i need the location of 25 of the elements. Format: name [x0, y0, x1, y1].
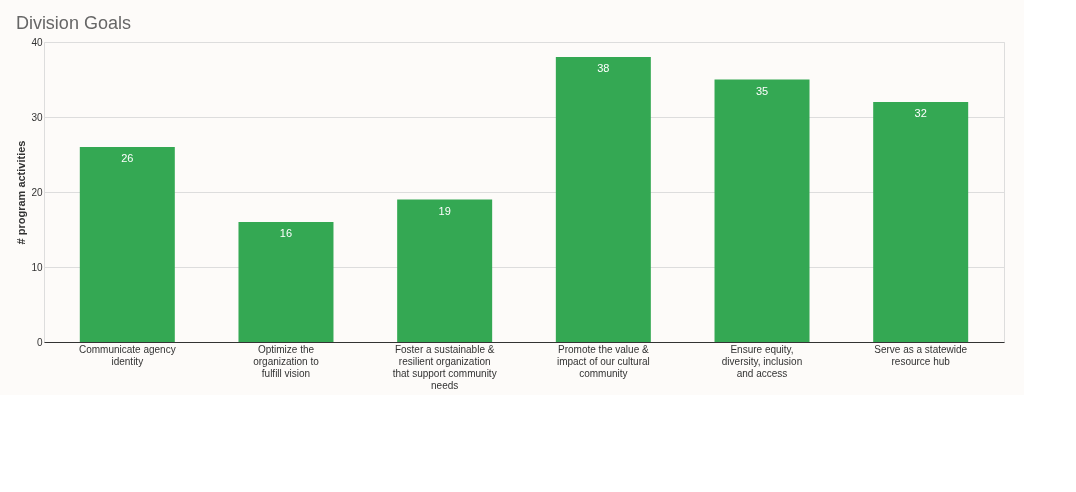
y-tick-label: 30 — [31, 111, 43, 123]
x-tick-label: Promote the value & impact of our cultural community — [556, 343, 650, 379]
y-tick-label: 40 — [31, 36, 43, 48]
bar — [79, 147, 175, 342]
data-label: 16 — [279, 227, 293, 239]
data-label: 26 — [121, 152, 134, 164]
y-tick-label: 10 — [31, 261, 43, 273]
bar — [555, 57, 651, 342]
x-tick-label: Foster a sustainable & resilient organization that support community needs — [392, 343, 497, 391]
bar — [714, 79, 810, 342]
data-label: 32 — [914, 107, 927, 119]
bar — [873, 102, 969, 342]
y-tick-label: 20 — [31, 186, 43, 198]
bar — [397, 199, 493, 342]
y-axis-title: # program activities — [15, 140, 28, 245]
data-label: 19 — [438, 204, 451, 217]
data-label: 38 — [597, 62, 610, 74]
x-tick-label: Serve as a statewide resource hub — [874, 343, 968, 367]
x-tick-label: Communicate agency identity — [78, 343, 176, 367]
x-tick-label: Optimize the organization to fulfill vision — [253, 343, 320, 379]
x-tick-label: Ensure equity, diversity, inclusion and access — [721, 343, 803, 379]
y-tick-label: 0 — [36, 336, 43, 348]
bar — [238, 222, 334, 342]
data-label: 35 — [755, 84, 769, 97]
chart-title: Division Goals — [15, 13, 131, 33]
